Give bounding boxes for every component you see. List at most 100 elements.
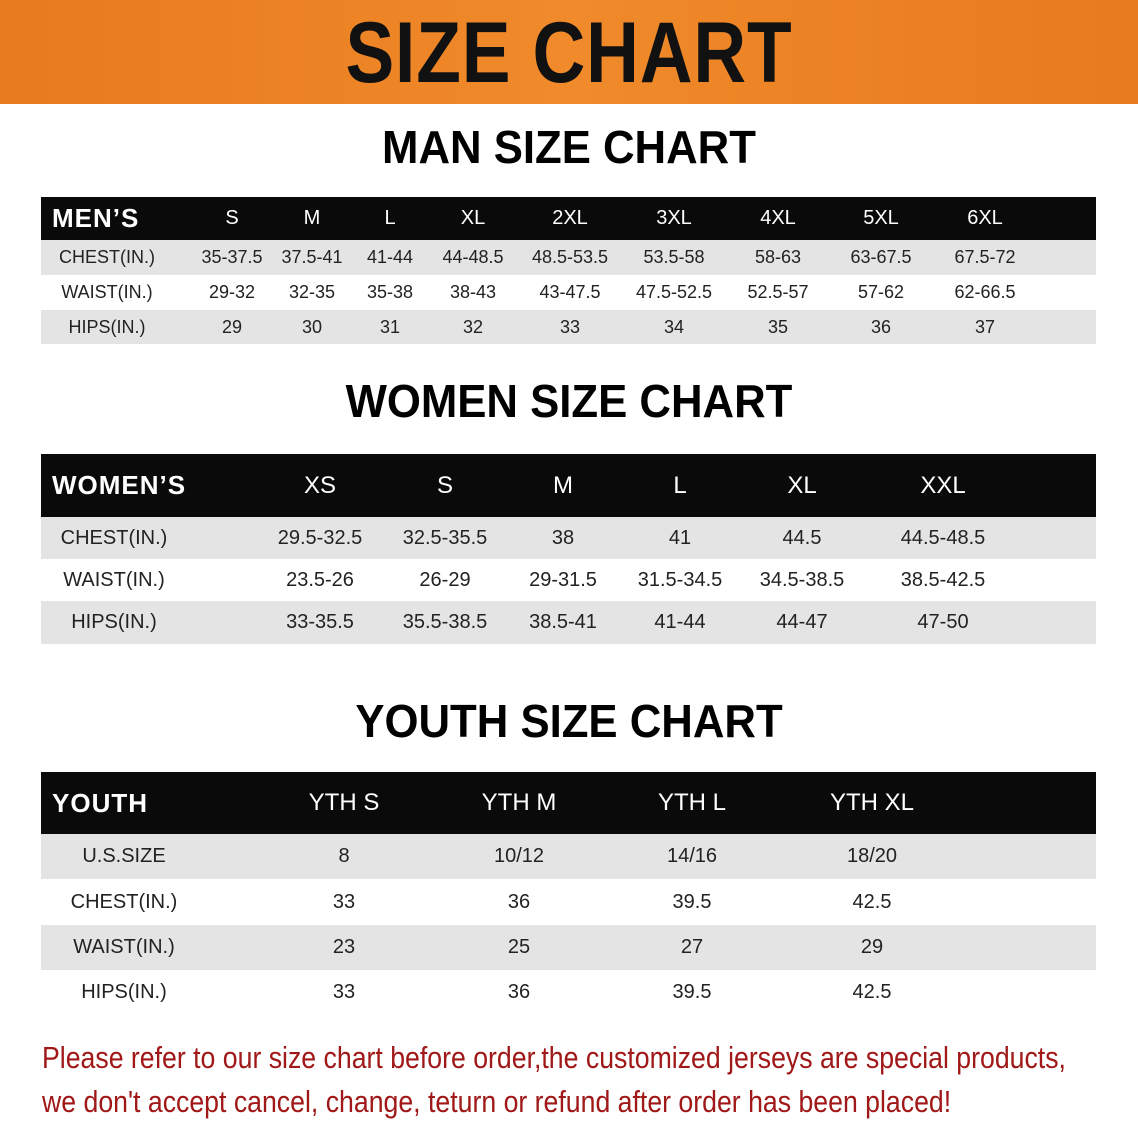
table-cell: 53.5-58: [643, 247, 705, 267]
table-row: WAIST(IN.) 23.5-26 26-29 29-31.5 31.5-34.5 34…: [41, 559, 1096, 601]
column-header: L: [384, 207, 396, 229]
table-cell: 29: [221, 316, 243, 337]
row-label: HIPS(IN.): [81, 981, 167, 1003]
table-cell: 33-35.5: [286, 611, 354, 633]
table-cell: 52.5-57: [747, 282, 809, 302]
column-header: 3XL: [656, 207, 692, 229]
table-cell: 29.5-32.5: [277, 526, 363, 549]
men-table-title: MEN’S: [52, 203, 140, 233]
table-cell: 33: [559, 316, 581, 337]
table-cell: 23: [332, 936, 356, 958]
column-header: L: [673, 471, 687, 499]
table-cell: 29: [860, 936, 884, 958]
column-header: 2XL: [552, 207, 588, 229]
table-cell: 39.5: [672, 981, 712, 1003]
table-cell: 48.5-53.5: [531, 247, 609, 267]
policy-note-line-1: Please refer to our size chart before or…: [42, 1040, 1066, 1075]
table-cell: 8: [338, 845, 350, 867]
table-cell: 14/16: [666, 845, 718, 867]
table-row: HIPS(IN.) 33-35.5 35.5-38.5 38.5-41 41-44 44-…: [41, 601, 1096, 644]
table-cell: 37.5-41: [281, 247, 343, 267]
table-cell: 38-43: [449, 282, 497, 302]
column-header: XL: [460, 207, 486, 229]
table-cell: 47-50: [917, 611, 969, 633]
table-cell: 41-44: [654, 611, 706, 633]
table-cell: 44.5-48.5: [900, 526, 986, 549]
row-label: CHEST(IN.): [70, 890, 178, 913]
table-row: CHEST(IN.) 35-37.5 37.5-41 41-44 44-48.5 48.5…: [41, 240, 1096, 275]
table-cell: 36: [507, 981, 531, 1003]
table-cell: 44.5: [782, 526, 822, 549]
table-cell: 29-31.5: [529, 568, 597, 591]
table-cell: 36: [507, 890, 531, 913]
table-cell: 27: [680, 936, 704, 958]
women-header-row: WOMEN’S XS S M L XL XXL: [41, 454, 1096, 517]
table-cell: 42.5: [852, 890, 892, 913]
table-cell: 36: [870, 316, 892, 337]
table-cell: 58-63: [754, 247, 802, 267]
men-header-row: MEN’S S M L XL 2XL 3XL 4XL 5XL 6XL: [41, 197, 1096, 240]
table-cell: 67.5-72: [954, 247, 1016, 267]
title-banner: SIZE CHART: [0, 0, 1138, 104]
column-header: YTH L: [657, 789, 727, 816]
column-header: YTH XL: [829, 789, 915, 816]
column-header: XS: [303, 471, 337, 499]
table-cell: 31.5-34.5: [637, 568, 723, 591]
table-cell: 38: [551, 526, 575, 549]
table-cell: 34: [663, 316, 685, 337]
table-cell: 57-62: [857, 282, 905, 302]
row-label: WAIST(IN.): [63, 568, 165, 591]
column-header: YTH M: [481, 789, 557, 816]
table-cell: 41-44: [366, 247, 414, 267]
table-cell: 44-48.5: [442, 247, 504, 267]
table-cell: 32-35: [288, 282, 336, 302]
table-cell: 26-29: [419, 568, 471, 591]
table-cell: 18/20: [846, 845, 898, 867]
column-header: XL: [787, 471, 817, 499]
table-cell: 37: [974, 316, 996, 337]
column-header: M: [303, 207, 321, 229]
column-header: XXL: [920, 471, 966, 499]
table-cell: 62-66.5: [954, 282, 1016, 302]
row-label: CHEST(IN.): [59, 247, 155, 267]
table-cell: 47.5-52.5: [635, 282, 713, 302]
row-label: HIPS(IN.): [71, 611, 157, 633]
women-size-table: WOMEN’S XS S M L XL XXL CHEST(IN.) 29.5-32.5 32.5…: [41, 454, 1096, 644]
row-label: CHEST(IN.): [60, 526, 168, 549]
table-cell: 44-47: [776, 611, 828, 633]
table-cell: 31: [379, 316, 401, 337]
men-size-table: MEN’S S M L XL 2XL 3XL 4XL 5XL 6XL CHEST(IN.) 35-37…: [41, 197, 1096, 345]
table-cell: 43-47.5: [539, 282, 601, 302]
table-row: HIPS(IN.) 33 36 39.5 42.5: [41, 970, 1096, 1015]
table-row: U.S.SIZE 8 10/12 14/16 18/20: [41, 834, 1096, 879]
youth-size-table: YOUTH YTH S YTH M YTH L YTH XL U.S.SIZE 8 10/12…: [41, 772, 1096, 1015]
table-cell: 42.5: [852, 981, 892, 1003]
table-cell: 35.5-38.5: [402, 611, 488, 633]
table-row: CHEST(IN.) 29.5-32.5 32.5-35.5 38 41 44.5 44.5…: [41, 517, 1096, 559]
table-cell: 10/12: [493, 845, 545, 867]
table-row: HIPS(IN.) 29 30 31 32 33 34 35 36 37: [41, 310, 1096, 344]
table-cell: 63-67.5: [850, 247, 912, 267]
row-label: U.S.SIZE: [82, 845, 166, 867]
column-header: 6XL: [967, 207, 1003, 229]
column-header: 5XL: [863, 207, 899, 229]
policy-note-line-2: we don't accept cancel, change, teturn o…: [42, 1084, 952, 1119]
youth-table-title: YOUTH: [52, 787, 148, 818]
table-cell: 38.5-41: [529, 611, 597, 633]
column-header: 4XL: [760, 207, 796, 229]
table-cell: 25: [507, 936, 531, 958]
table-cell: 41: [668, 526, 692, 549]
table-cell: 38.5-42.5: [900, 568, 986, 591]
row-label: WAIST(IN.): [61, 282, 153, 302]
table-row: WAIST(IN.) 29-32 32-35 35-38 38-43 43-47.5 47.…: [41, 275, 1096, 310]
women-table-title: WOMEN’S: [52, 470, 187, 500]
column-header: M: [553, 471, 573, 499]
table-cell: 30: [301, 316, 323, 337]
column-header: S: [436, 471, 454, 499]
men-heading: MAN SIZE CHART: [382, 121, 756, 173]
table-cell: 33: [332, 890, 356, 913]
table-cell: 35-37.5: [201, 247, 263, 267]
column-header: S: [225, 207, 239, 229]
table-cell: 32: [462, 316, 484, 337]
women-heading: WOMEN SIZE CHART: [345, 375, 793, 427]
